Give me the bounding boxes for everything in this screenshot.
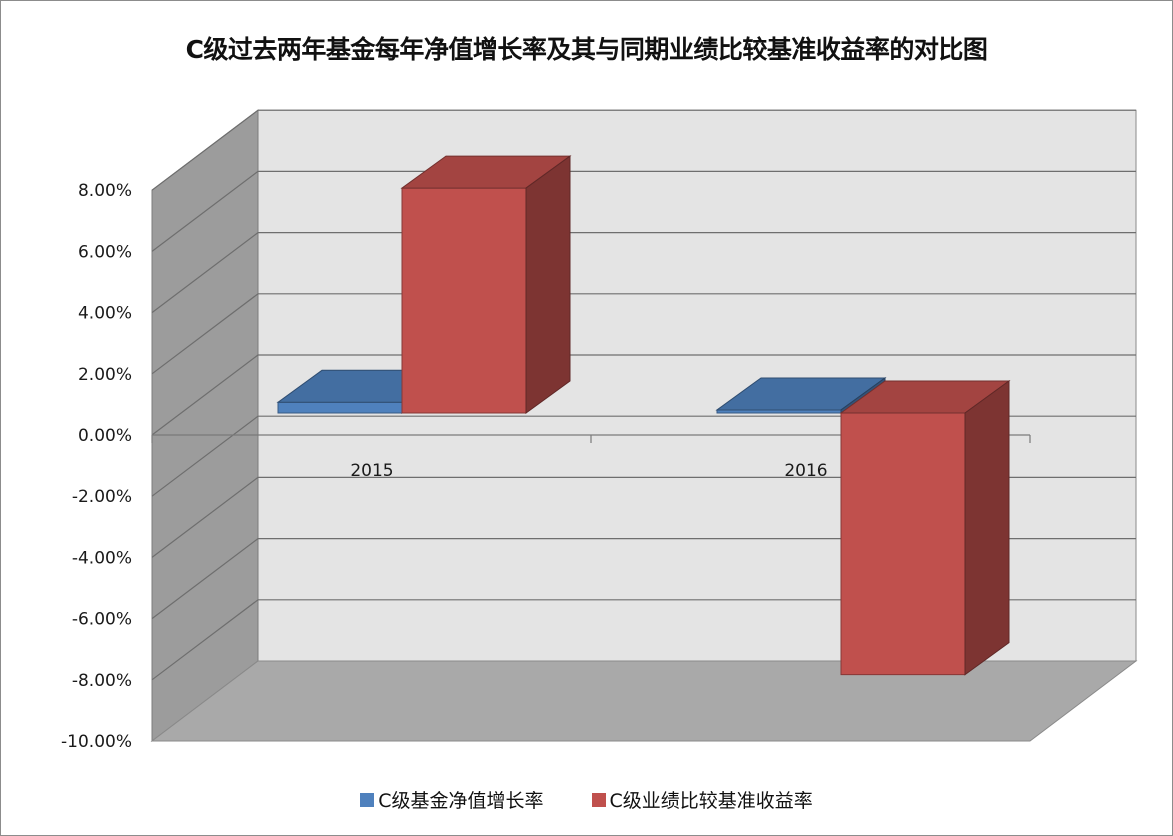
gridline — [151, 170, 1136, 252]
benchmark-bar-2015-side — [525, 155, 571, 414]
gridline — [151, 109, 1136, 191]
legend-item-benchmark: C级业绩比较基准收益率 — [591, 786, 813, 813]
legend-item-fund-growth: C级基金净值增长率 — [360, 786, 544, 813]
y-tick-label: 6.00% — [78, 242, 132, 262]
y-tick-label: 2.00% — [78, 365, 132, 385]
y-tick-label: 4.00% — [78, 304, 132, 324]
chart-title: C级过去两年基金每年净值增长率及其与同期业绩比较基准收益率的对比图 — [185, 35, 988, 64]
legend-swatch-blue — [360, 792, 375, 807]
benchmark-bar-2015 — [401, 187, 527, 414]
y-tick-label: -4.00% — [72, 548, 132, 568]
y-tick-label: -10.00% — [61, 732, 132, 752]
floor — [150, 660, 1138, 742]
y-tick-label: -8.00% — [72, 671, 132, 691]
benchmark-bar-2016 — [840, 412, 966, 676]
y-tick-label: 0.00% — [78, 426, 132, 446]
legend-label-fund-growth: C级基金净值增长率 — [378, 790, 544, 812]
legend-swatch-red — [591, 792, 606, 807]
y-tick-label: 8.00% — [78, 181, 132, 201]
y-tick-label: -6.00% — [72, 610, 132, 630]
fund-growth-bar-2015 — [277, 401, 403, 414]
side-wall — [151, 109, 259, 743]
legend: C级基金净值增长率 C级业绩比较基准收益率 — [0, 786, 1173, 813]
gridline — [151, 293, 1136, 375]
x-category-label-2015: 2015 — [350, 461, 393, 481]
gridline — [151, 354, 1136, 436]
x-category-label-2016: 2016 — [784, 461, 827, 481]
legend-label-benchmark: C级业绩比较基准收益率 — [609, 790, 813, 812]
gridline — [151, 232, 1136, 314]
y-tick-label: -2.00% — [72, 487, 132, 507]
benchmark-bar-2016-side — [964, 380, 1010, 676]
